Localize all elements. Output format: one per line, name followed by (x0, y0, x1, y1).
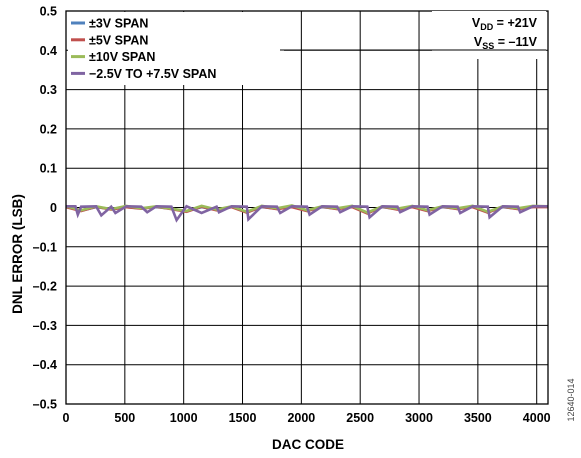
supply-annotation: VDD = +21V VSS = –11V (280, 11, 546, 59)
vss-annotation: VSS = –11V (474, 35, 538, 51)
x-axis-title: DAC CODE (272, 437, 344, 452)
plot-frame (65, 10, 549, 405)
y-tick-label: 0.2 (40, 122, 57, 136)
legend: ±3V SPAN ±5V SPAN ±10V SPAN −2.5V TO +7.5V … (68, 12, 284, 85)
x-tick-label: 1500 (229, 411, 257, 425)
x-tick-label: 2000 (287, 411, 315, 425)
y-tick-labels: 0.5 0.4 0.3 0.2 0.1 0 –0.1 –0.2 –0.3 –0.4 –0.5 (33, 5, 57, 412)
y-tick-label: 0 (50, 201, 57, 215)
annotation-background (432, 11, 546, 59)
legend-label: ±5V SPAN (89, 33, 148, 47)
y-tick-label: –0.4 (33, 358, 57, 372)
figure-id: 12640-014 (566, 378, 576, 421)
vdd-annotation: VDD = +21V (472, 16, 538, 32)
x-tick-label: 3500 (464, 411, 492, 425)
y-tick-label: –0.1 (33, 240, 57, 254)
series-line-4 (66, 204, 548, 223)
y-tick-label: 0.5 (40, 5, 57, 19)
y-tick-label: 0.1 (40, 162, 57, 176)
x-tick-label: 1000 (170, 411, 198, 425)
legend-background (68, 12, 284, 85)
y-tick-label: –0.2 (33, 280, 57, 294)
x-tick-label: 2500 (346, 411, 374, 425)
x-tick-label: 500 (114, 411, 135, 425)
x-tick-labels: 0 500 1000 1500 2000 2500 3000 3500 4000 (63, 411, 551, 425)
x-tick-label: 3000 (405, 411, 433, 425)
y-tick-label: 0.4 (40, 44, 57, 58)
x-tick-label: 4000 (523, 411, 551, 425)
y-tick-label: –0.5 (33, 398, 57, 412)
legend-label: ±3V SPAN (89, 17, 148, 31)
y-tick-label: 0.3 (40, 83, 57, 97)
series-group (65, 204, 548, 223)
legend-label: ±10V SPAN (89, 50, 155, 64)
x-tick-label: 0 (63, 411, 70, 425)
legend-label: −2.5V TO +7.5V SPAN (89, 67, 216, 81)
y-axis-title: DNL ERROR (LSB) (10, 194, 25, 314)
y-tick-label: –0.3 (33, 319, 57, 333)
